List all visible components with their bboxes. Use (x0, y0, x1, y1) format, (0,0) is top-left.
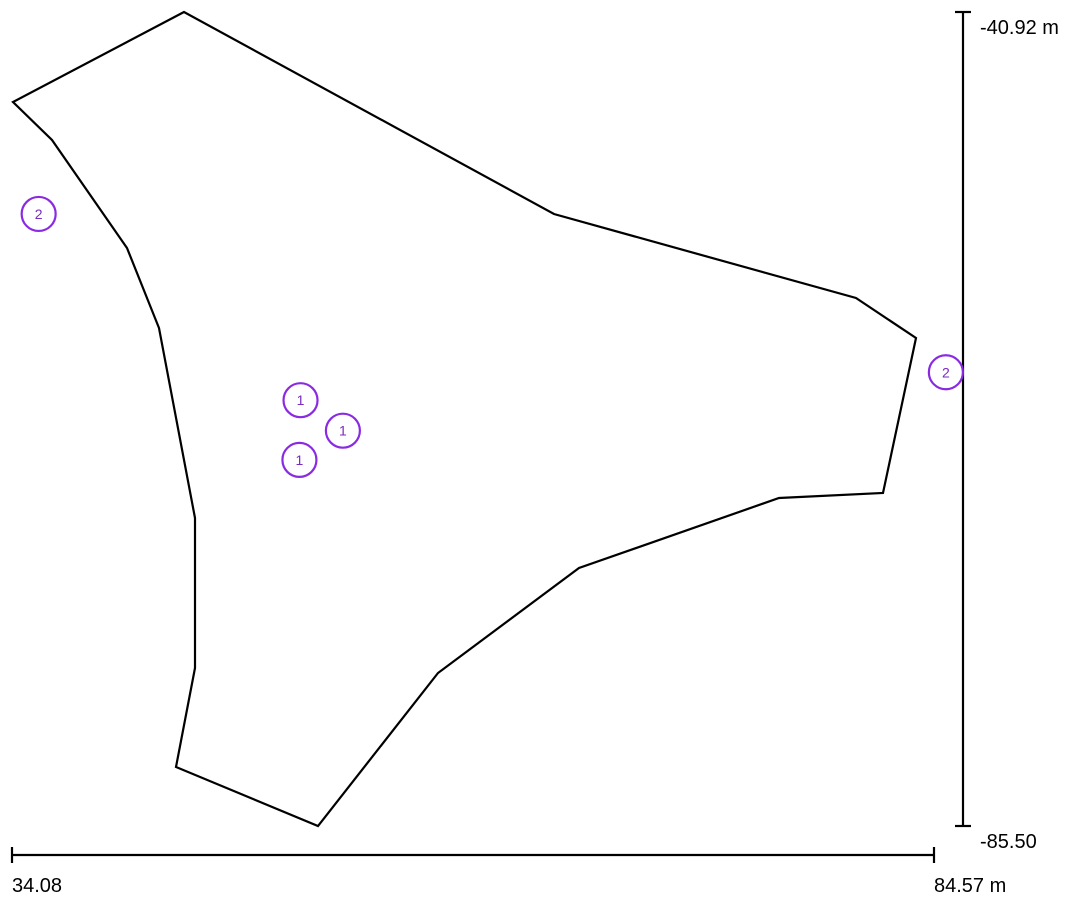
x-scale-right-label: 84.57 m (934, 875, 1006, 897)
horizontal-scale-bar: 34.08 84.57 m (10, 847, 1006, 897)
marker-1: 2 (20, 195, 57, 233)
markers-layer: 2 2 1 1 1 (20, 195, 964, 479)
marker-label: 2 (942, 364, 950, 380)
y-scale-bottom-label: -85.50 (980, 831, 1037, 853)
marker-label: 2 (35, 206, 43, 222)
parcel-boundary (11, 10, 918, 828)
marker-3: 1 (282, 382, 319, 419)
marker-4: 1 (324, 412, 361, 449)
marker-circle (20, 195, 57, 233)
marker-label: 1 (297, 392, 305, 408)
marker-circle (282, 382, 319, 419)
marker-2: 2 (927, 354, 964, 391)
vertical-scale-bar: -40.92 m -85.50 (955, 10, 1059, 853)
marker-circle (281, 441, 318, 479)
y-scale-top-label: -40.92 m (980, 17, 1059, 39)
marker-label: 1 (339, 423, 347, 439)
marker-circle (927, 354, 964, 391)
marker-5: 1 (281, 441, 318, 479)
marker-circle (324, 412, 361, 449)
marker-label: 1 (296, 452, 304, 468)
x-scale-left-label: 34.08 (12, 875, 62, 897)
